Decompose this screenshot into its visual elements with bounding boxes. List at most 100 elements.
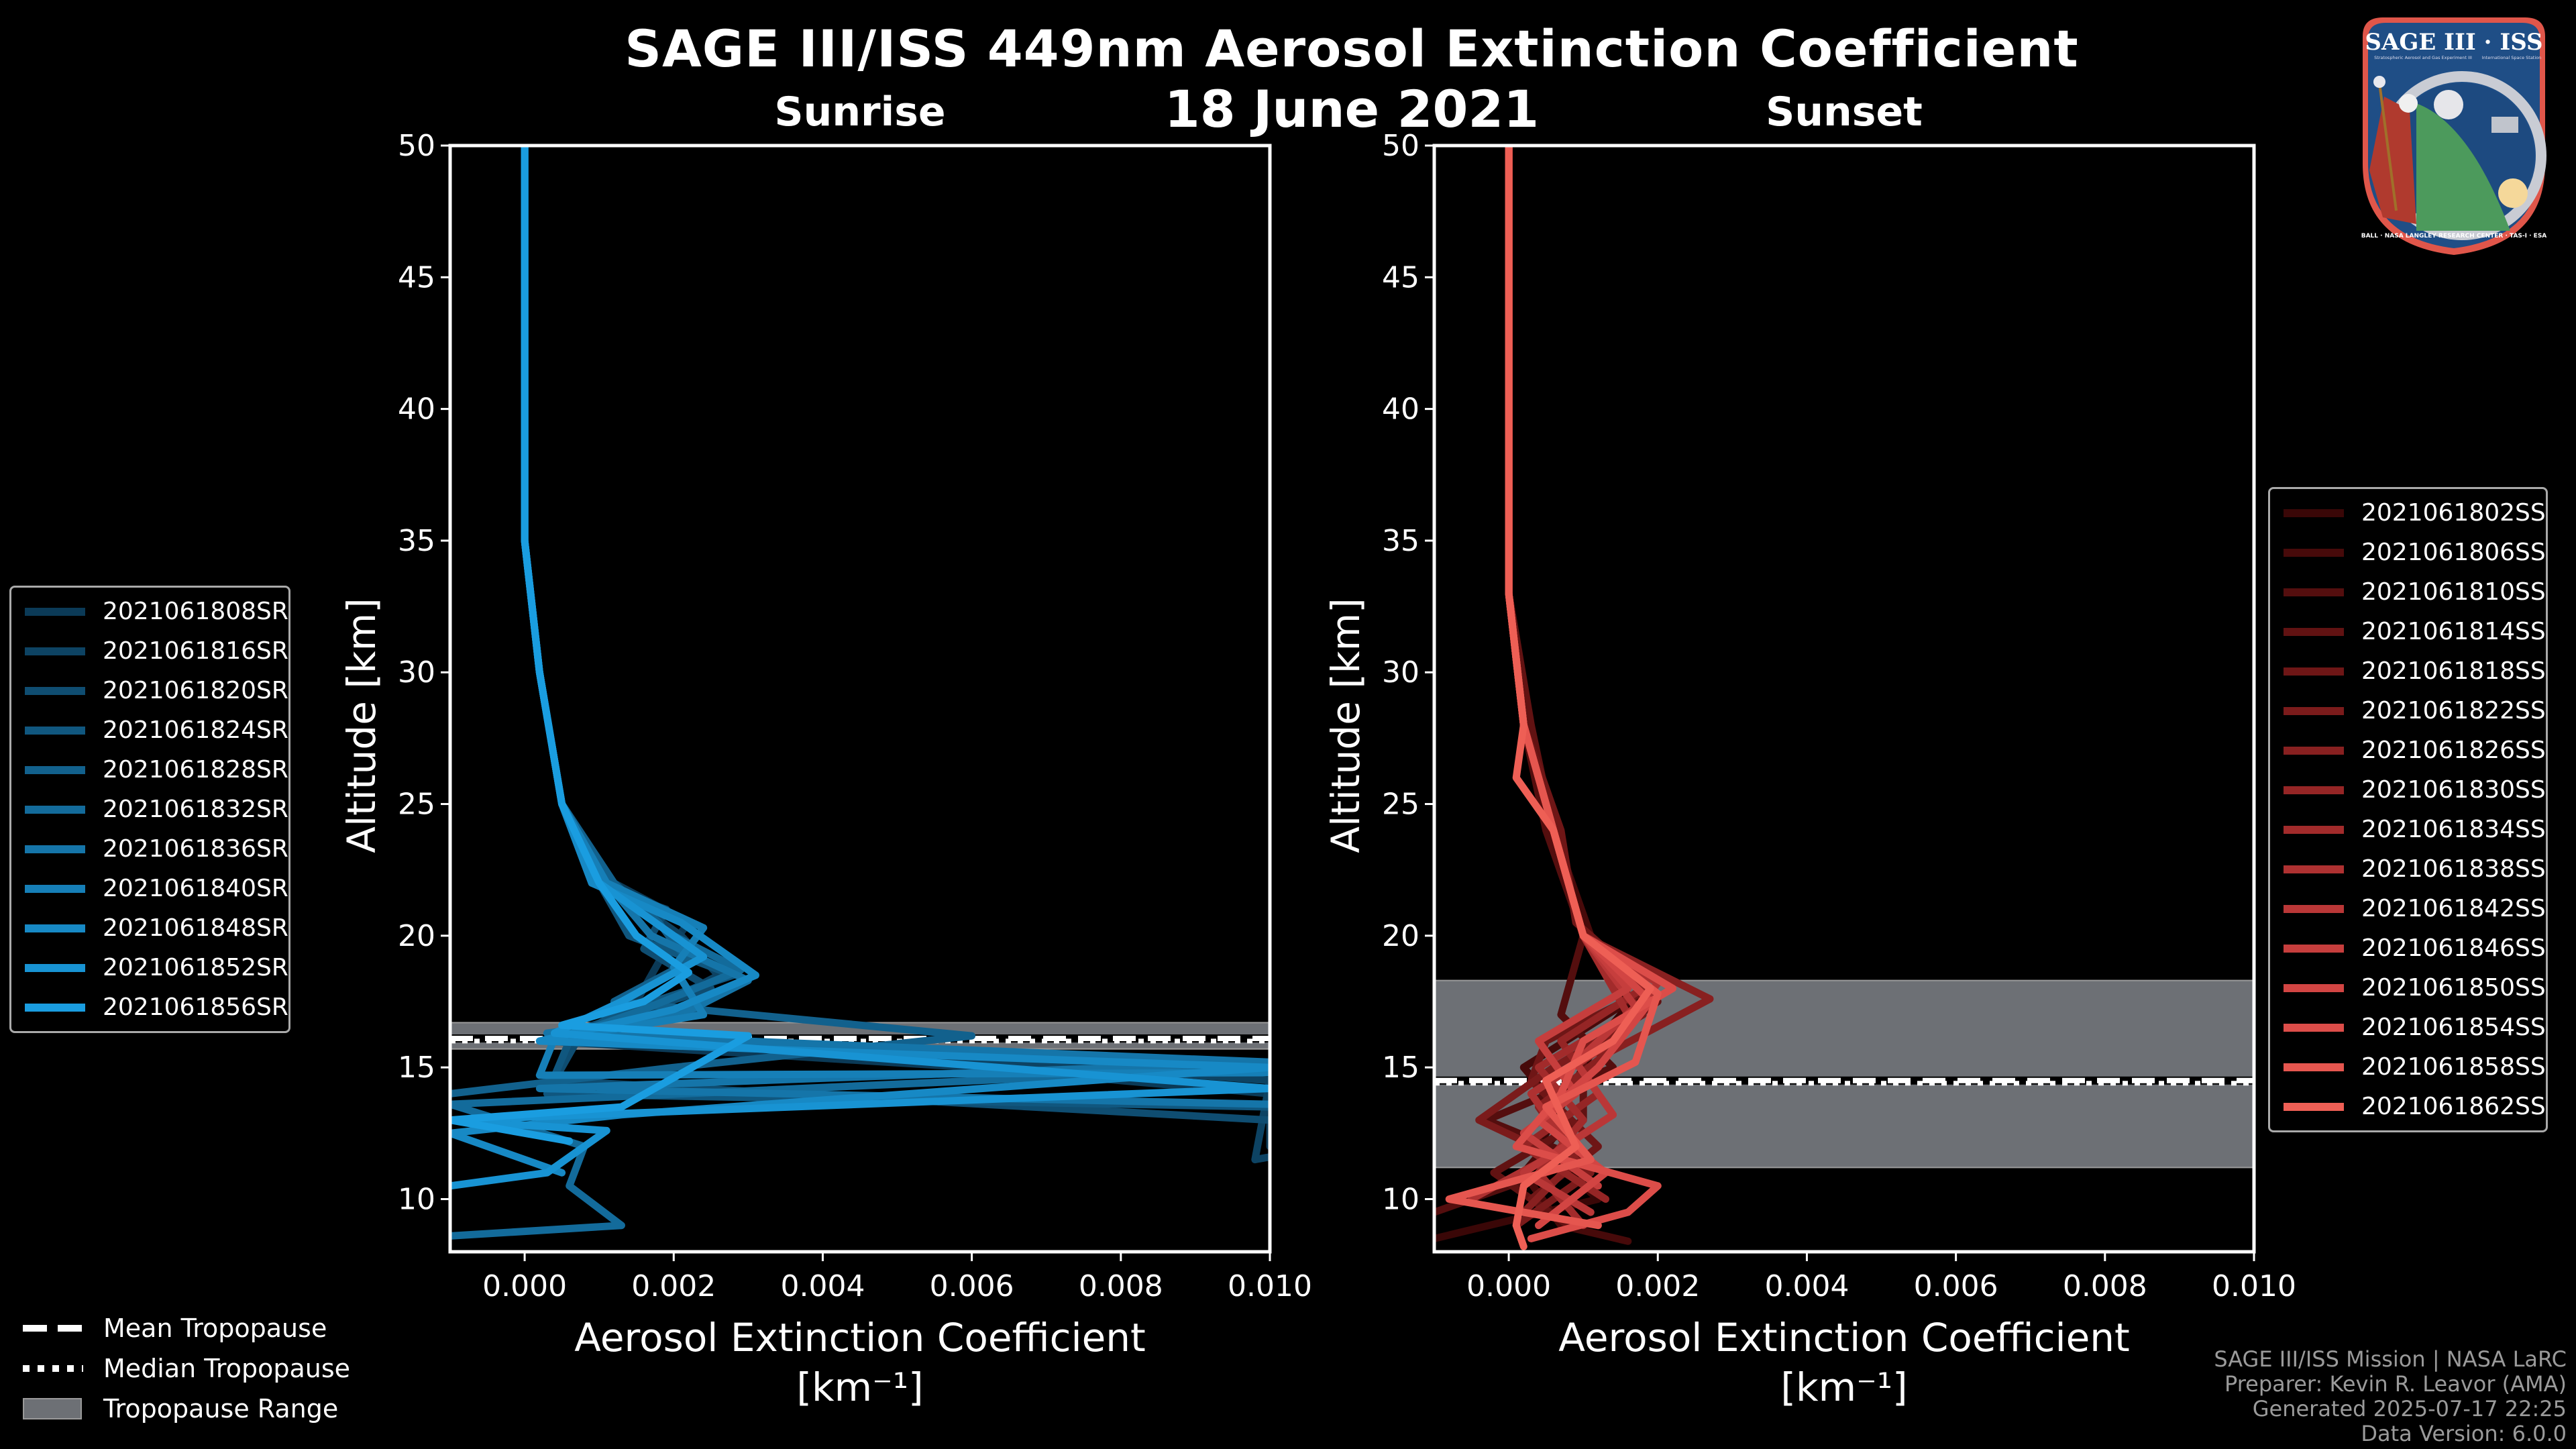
legend-item: 2021061810SS: [2270, 572, 2546, 612]
plot-frame: [1432, 144, 2256, 1254]
legend-label: 2021061838SS: [2361, 855, 2546, 883]
legend-label: 2021061822SS: [2361, 697, 2546, 724]
credit-mission: SAGE III/ISS Mission | NASA LaRC: [2214, 1346, 2567, 1372]
logo-iss-text: International Space Station: [2482, 55, 2542, 60]
legend-item: 2021061816SR: [11, 631, 288, 671]
x-tick-label: 0.004: [780, 1269, 865, 1303]
x-tick-label: 0.000: [1466, 1269, 1551, 1303]
logo-earth: [2416, 103, 2510, 231]
tropopause-range-label: Tropopause Range: [103, 1394, 339, 1424]
legend-label: 2021061814SS: [2361, 618, 2546, 645]
legend-label: 2021061832SR: [103, 796, 288, 823]
legend-label: 2021061852SR: [103, 954, 288, 981]
legend-item: 2021061862SS: [2270, 1087, 2546, 1126]
y-tick-label: 10: [398, 1182, 435, 1216]
logo-ring-text: BALL · NASA LANGLEY RESEARCH CENTER · TA…: [2361, 233, 2547, 239]
legend-item: 2021061856SR: [11, 987, 288, 1027]
legend-item: 2021061842SS: [2270, 889, 2546, 928]
legend-label: 2021061836SR: [103, 835, 288, 863]
legend-item: 2021061852SR: [11, 948, 288, 987]
logo-subtitle: Stratospheric Aerosol and Gas Experiment…: [2374, 55, 2472, 60]
logo-title: SAGE III · ISS: [2365, 29, 2542, 56]
legend-swatch: [2284, 627, 2344, 636]
median-tropopause-label: Median Tropopause: [103, 1354, 350, 1383]
logo-sun: [2498, 178, 2528, 208]
x-tick-label: 0.008: [1079, 1269, 1163, 1303]
sunrise-plot: 10 15 20 25 30 35 40 45 50 0.000 0.002 0.004 0.006 0.…: [339, 129, 1312, 1410]
legend-swatch: [2284, 1102, 2344, 1111]
y-tick-label: 15: [1382, 1051, 1419, 1085]
legend-swatch: [25, 607, 85, 616]
legend-label: 2021061840SR: [103, 875, 288, 902]
legend-swatch: [2284, 825, 2344, 834]
sunrise-legend: 2021061808SR 2021061816SR 2021061820SR 2021…: [9, 586, 290, 1033]
series-line-2021061856SR: [450, 146, 752, 1145]
plot-frame: [448, 144, 1272, 1254]
legend-swatch: [25, 1003, 85, 1012]
legend-swatch: [2284, 865, 2344, 873]
logo-staff: [2378, 83, 2398, 211]
legend-label: 2021061818SS: [2361, 657, 2546, 685]
legend-label: 2021061826SS: [2361, 737, 2546, 764]
sunset-legend: 2021061802SS 2021061806SS 2021061810SS 2021…: [2268, 487, 2548, 1132]
y-tick-label: 40: [1382, 392, 1419, 427]
legend-label: 2021061820SR: [103, 677, 288, 704]
y-tick-label: 20: [398, 919, 435, 953]
legend-swatch: [2284, 1063, 2344, 1071]
y-tick-label: 10: [1382, 1182, 1419, 1216]
tropopause-legend: Mean Tropopause Median Tropopause Tropop…: [23, 1308, 350, 1429]
legend-label: 2021061858SS: [2361, 1053, 2546, 1081]
legend-swatch: [2284, 944, 2344, 953]
legend-swatch: [2284, 746, 2344, 755]
legend-item: 2021061818SS: [2270, 651, 2546, 691]
sage-iii-iss-mission-logo: SAGE III · ISS Stratospheric Aerosol and…: [2361, 17, 2547, 255]
logo-iss: [2491, 117, 2518, 133]
dashed-line-icon: [23, 1325, 83, 1332]
legend-swatch: [25, 686, 85, 695]
legend-swatch: [2284, 508, 2344, 517]
y-tick-label: 25: [1382, 788, 1419, 822]
y-tick-label: 25: [398, 788, 435, 822]
x-tick-label: 0.008: [2063, 1269, 2147, 1303]
sunset-panel-title: Sunset: [1766, 89, 1923, 136]
y-tick-label: 45: [398, 260, 435, 294]
legend-label: 2021061846SS: [2361, 934, 2546, 962]
legend-label: 2021061816SR: [103, 637, 288, 665]
series-line-2021061824SR: [521, 146, 1270, 1111]
x-tick-label: 0.010: [1228, 1269, 1312, 1303]
legend-item: 2021061802SS: [2270, 493, 2546, 533]
legend-item: 2021061814SS: [2270, 612, 2546, 651]
x-axis-units: [km⁻¹]: [796, 1364, 923, 1410]
y-tick-label: 35: [1382, 524, 1419, 558]
legend-label: 2021061808SR: [103, 598, 288, 625]
x-tick-label: 0.000: [482, 1269, 567, 1303]
legend-swatch: [2284, 786, 2344, 794]
legend-label: 2021061824SR: [103, 716, 288, 744]
legend-swatch: [2284, 1023, 2344, 1032]
legend-label: 2021061856SR: [103, 994, 288, 1021]
range-swatch-icon: [23, 1398, 82, 1419]
y-tick-label: 30: [398, 655, 435, 690]
legend-swatch: [2284, 706, 2344, 715]
mean-tropopause-label: Mean Tropopause: [103, 1313, 327, 1343]
legend-item: 2021061854SS: [2270, 1008, 2546, 1047]
legend-item: 2021061832SR: [11, 790, 288, 829]
dotted-line-icon: [23, 1365, 83, 1372]
legend-swatch: [25, 845, 85, 853]
series-line-2021061836SR: [521, 146, 1270, 1108]
x-axis-label: Aerosol Extinction Coefficient: [1558, 1315, 2130, 1360]
legend-item: 2021061834SS: [2270, 810, 2546, 849]
legend-label: 2021061802SS: [2361, 499, 2546, 527]
legend-swatch: [2284, 548, 2344, 557]
x-tick-label: 0.004: [1764, 1269, 1849, 1303]
legend-item: 2021061830SS: [2270, 770, 2546, 810]
sunset-plot: 10 15 20 25 30 35 40 45 50 0.000 0.002 0.004 0.006 0.…: [1323, 129, 2296, 1410]
legend-item-mean-tropopause: Mean Tropopause: [23, 1308, 350, 1348]
y-tick-label: 20: [1382, 919, 1419, 953]
y-tick-label: 40: [398, 392, 435, 427]
legend-label: 2021061830SS: [2361, 776, 2546, 804]
legend-item-tropopause-range: Tropopause Range: [23, 1389, 350, 1429]
legend-swatch: [25, 805, 85, 814]
legend-swatch: [25, 884, 85, 893]
